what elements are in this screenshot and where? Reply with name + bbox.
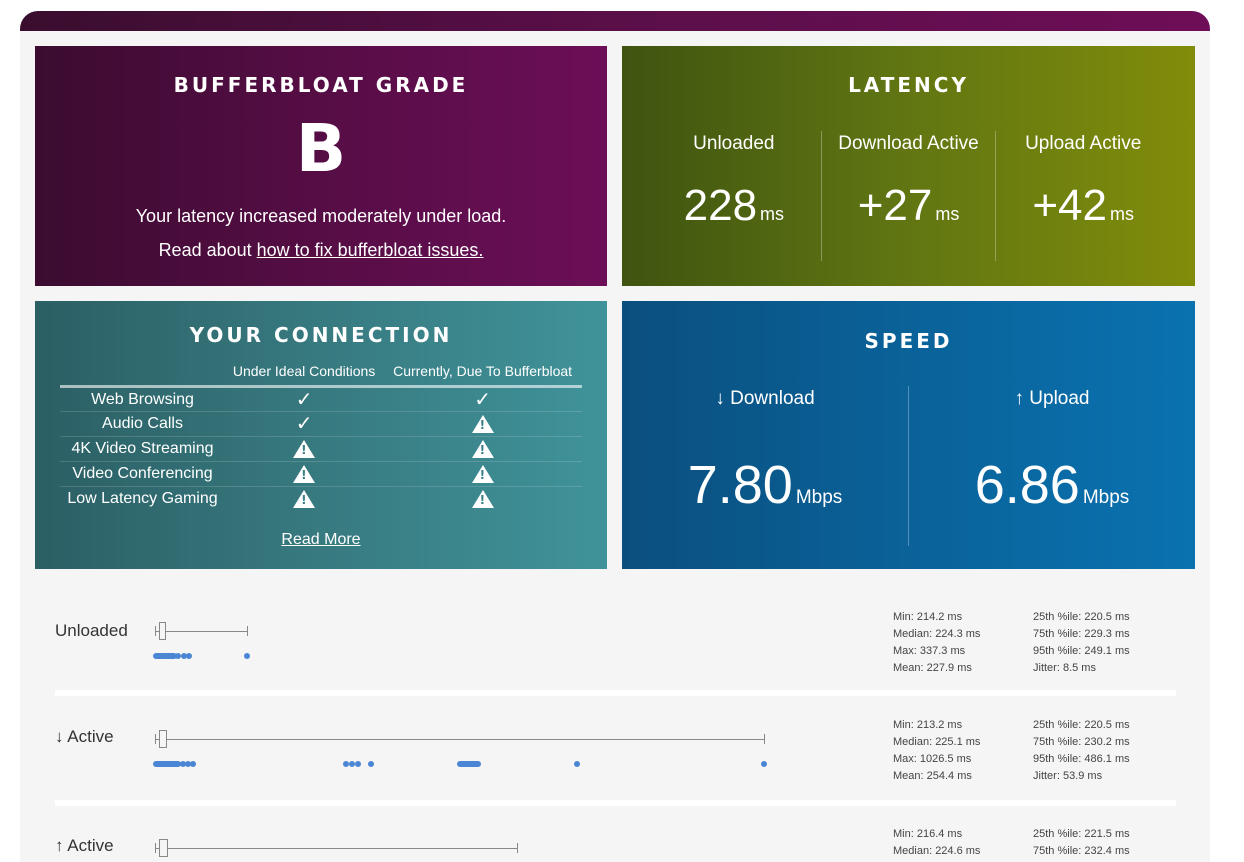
warning-icon: [471, 414, 494, 433]
service-name: Video Conferencing: [60, 461, 225, 487]
service-name: Low Latency Gaming: [67, 490, 218, 508]
read-about-prefix: Read about: [158, 240, 257, 260]
stat-label: ↑ Active: [55, 836, 114, 855]
data-point: [368, 761, 374, 767]
stats-col-1: Min: 214.2 ms Median: 224.3 ms Max: 337.3 …: [893, 611, 981, 674]
speed-upload: ↑ Upload 6.86 Mbps: [908, 386, 1195, 546]
warning-icon: [293, 490, 316, 509]
data-points: [153, 653, 177, 659]
latency-value: 228 ms: [683, 181, 785, 230]
whisker-cap: [247, 626, 248, 636]
arrow-up-icon: ↑: [1014, 388, 1025, 409]
whisker-line: [155, 739, 765, 740]
service-name: 4K Video Streaming: [60, 436, 225, 462]
data-point: [175, 653, 181, 659]
latency-value: +27 ms: [857, 181, 960, 230]
stat-label: Unloaded: [55, 621, 128, 640]
connection-table: Under Ideal Conditions Currently, Due To…: [60, 363, 582, 512]
read-more-link[interactable]: Read More: [281, 531, 361, 548]
stats-col-1: Min: 213.2 ms Median: 225.1 ms Max: 1026.5…: [893, 719, 981, 782]
data-point: [190, 761, 196, 767]
read-more-wrap: Read More: [35, 531, 607, 549]
latency-unloaded: Unloaded 228 ms: [647, 131, 821, 261]
warning-icon: [471, 464, 494, 483]
latency-label: Download Active: [838, 133, 979, 154]
iqr-box: [159, 622, 166, 640]
iqr-box: [159, 730, 167, 748]
iqr-box: [159, 839, 168, 857]
speed-title: SPEED: [864, 329, 953, 353]
stats-col-2: 25th %ile: 220.5 ms 75th %ile: 230.2 ms 95…: [1033, 719, 1130, 782]
stat-row-upload-active: ↑ Active Min: 216.4 ms Median: 224.6 ms 2…: [35, 822, 1195, 862]
data-point: [343, 761, 349, 767]
warning-icon: [293, 464, 316, 483]
warning-icon: [471, 439, 494, 458]
service-name: Web Browsing: [60, 386, 225, 412]
upload-label: ↑ Upload: [1014, 388, 1090, 409]
grade-letter: B: [295, 110, 347, 187]
upload-value: 6.86 Mbps: [974, 455, 1130, 515]
warning-icon: [471, 490, 494, 509]
table-row: Low Latency Gaming: [60, 487, 582, 512]
grade-read-about: Read about how to fix bufferbloat issues…: [35, 240, 607, 261]
your-connection-card: YOUR CONNECTION Under Ideal Conditions C…: [35, 301, 607, 569]
data-point: [574, 761, 580, 767]
data-point: [355, 761, 361, 767]
arrow-down-icon: ↓: [715, 388, 725, 409]
stats-col-1: Min: 216.4 ms Median: 224.6 ms: [893, 828, 981, 857]
latency-label: Unloaded: [693, 133, 775, 154]
check-icon: ✓: [295, 413, 313, 435]
row-divider: [55, 690, 1176, 696]
whisker-line: [155, 631, 247, 632]
grade-title: BUFFERBLOAT GRADE: [173, 73, 469, 97]
bufferbloat-grade-card: BUFFERBLOAT GRADE B Your latency increas…: [35, 46, 607, 286]
data-point: [244, 653, 250, 659]
warning-icon: [293, 439, 316, 458]
stats-col-2: 25th %ile: 220.5 ms 75th %ile: 229.3 ms 95…: [1033, 611, 1130, 674]
stat-row-unloaded: Unloaded Min: 214.2 ms Median: 224.3 ms Ma…: [35, 605, 1195, 685]
table-row: Audio Calls ✓: [60, 411, 582, 437]
header-bar: [20, 11, 1210, 31]
check-icon: ✓: [474, 388, 491, 411]
service-name: Audio Calls: [60, 411, 225, 437]
download-label: ↓ Download: [715, 388, 815, 409]
download-value: 7.80 Mbps: [687, 455, 843, 515]
table-row: 4K Video Streaming: [60, 436, 582, 462]
data-point: [186, 653, 192, 659]
check-icon: ✓: [295, 388, 313, 411]
latency-columns: Unloaded 228 ms Download Active +27 ms Upl…: [647, 131, 1170, 261]
connection-title: YOUR CONNECTION: [189, 323, 453, 347]
whisker-line: [155, 848, 517, 849]
speed-columns: ↓ Download 7.80 Mbps ↑ Upload 6.86 Mbps: [622, 386, 1195, 546]
data-point: [761, 761, 767, 767]
whisker-cap: [517, 843, 518, 853]
data-points: [153, 761, 181, 767]
fix-bufferbloat-link[interactable]: how to fix bufferbloat issues.: [256, 240, 484, 260]
latency-label: Upload Active: [1025, 133, 1142, 154]
data-point: [185, 761, 191, 767]
column-header-current: Currently, Due To Bufferbloat: [383, 363, 582, 388]
table-row: Video Conferencing: [60, 461, 582, 487]
latency-card: LATENCY Unloaded 228 ms Download Active +…: [622, 46, 1195, 286]
column-header: [60, 363, 225, 388]
speed-download: ↓ Download 7.80 Mbps: [622, 386, 908, 546]
data-point: [181, 653, 187, 659]
latency-title: LATENCY: [848, 73, 969, 97]
column-header-ideal: Under Ideal Conditions: [225, 363, 384, 388]
whisker-cap: [764, 734, 765, 744]
row-divider: [55, 800, 1176, 806]
stat-row-download-active: ↓ Active Min: 213.2 ms Median: 225.1 ms Ma…: [35, 713, 1195, 793]
data-point: [180, 761, 186, 767]
latency-upload-active: Upload Active +42 ms: [995, 131, 1170, 261]
latency-download-active: Download Active +27 ms: [820, 131, 996, 261]
data-points: [457, 761, 481, 767]
table-row: Web Browsing ✓ ✓: [60, 386, 582, 412]
stats-col-2: 25th %ile: 221.5 ms 75th %ile: 232.4 ms: [1033, 828, 1130, 857]
data-point: [349, 761, 355, 767]
stat-label: ↓ Active: [55, 727, 114, 746]
grade-message: Your latency increased moderately under …: [135, 206, 507, 226]
speed-card: SPEED ↓ Download 7.80 Mbps ↑ Upload 6.86 M…: [622, 301, 1195, 569]
latency-value: +42 ms: [1032, 181, 1134, 230]
